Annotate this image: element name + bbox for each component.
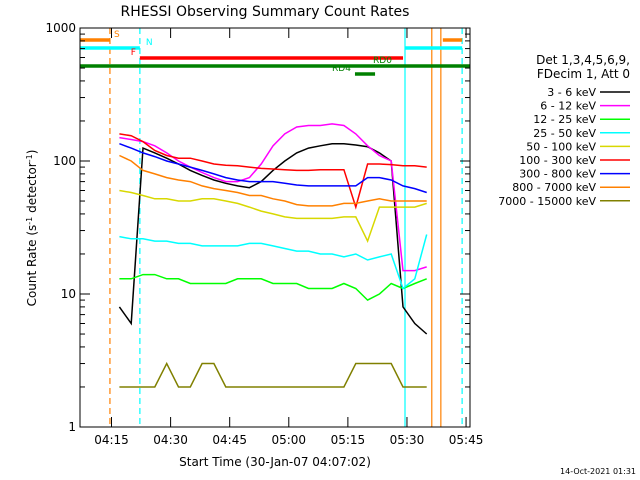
footer: 14-Oct-2021 01:31 [560, 467, 636, 476]
series-line [119, 142, 427, 194]
series-line [119, 154, 427, 207]
legend-label: 3 - 6 keV [547, 86, 596, 99]
series-line [119, 361, 427, 388]
x-tick-label: 05:15 [331, 433, 366, 447]
series-line [119, 189, 427, 244]
series-line [119, 123, 427, 272]
legend-header: Det 1,3,4,5,6,9, [536, 53, 630, 67]
x-tick-label: 04:45 [212, 433, 247, 447]
flag-label: N [146, 38, 153, 48]
legend-label: 300 - 800 keV [519, 168, 596, 181]
legend-label: 12 - 25 keV [533, 113, 596, 126]
flag-label: RD0 [373, 56, 392, 66]
y-axis-label-part: -1 [25, 217, 34, 225]
legend-label: 7000 - 15000 keV [498, 195, 596, 208]
legend-label: 50 - 100 keV [526, 140, 596, 153]
y-axis-label-part: Count Rate (s [25, 225, 39, 307]
x-tick-label: 05:00 [271, 433, 306, 447]
y-tick-label: 10 [61, 287, 76, 301]
legend-label: 100 - 300 keV [519, 154, 596, 167]
plot-frame [79, 27, 471, 428]
x-axis-label: Start Time (30-Jan-07 04:07:02) [179, 455, 371, 469]
series-line [119, 234, 428, 290]
y-axis-label-part: detector [25, 162, 39, 217]
x-tick-label: 04:30 [153, 433, 188, 447]
legend-label: 6 - 12 keV [540, 100, 596, 113]
flag-label: RD4 [332, 64, 351, 74]
series-line [118, 142, 428, 335]
y-axis-label-part: -1 [25, 154, 34, 162]
legend-label: 800 - 7000 keV [512, 181, 596, 194]
y-tick-label: 100 [53, 154, 76, 168]
flag-label: F [131, 48, 136, 58]
y-tick-label: 1 [68, 420, 76, 434]
y-axis-label-part: ) [25, 150, 39, 155]
series-line [119, 133, 427, 210]
legend-label: 25 - 50 keV [533, 127, 596, 140]
y-axis-label: Count Rate (s-1 detector-1) [25, 150, 40, 307]
flag-label: S [114, 30, 120, 40]
x-tick-label: 05:45 [449, 433, 484, 447]
series-line [119, 273, 427, 302]
chart-title: RHESSI Observing Summary Count Rates [121, 4, 410, 20]
y-tick-label: 1000 [45, 21, 76, 35]
legend-header: FDecim 1, Att 0 [537, 67, 630, 81]
x-tick-label: 04:15 [94, 433, 129, 447]
x-tick-label: 05:30 [390, 433, 425, 447]
